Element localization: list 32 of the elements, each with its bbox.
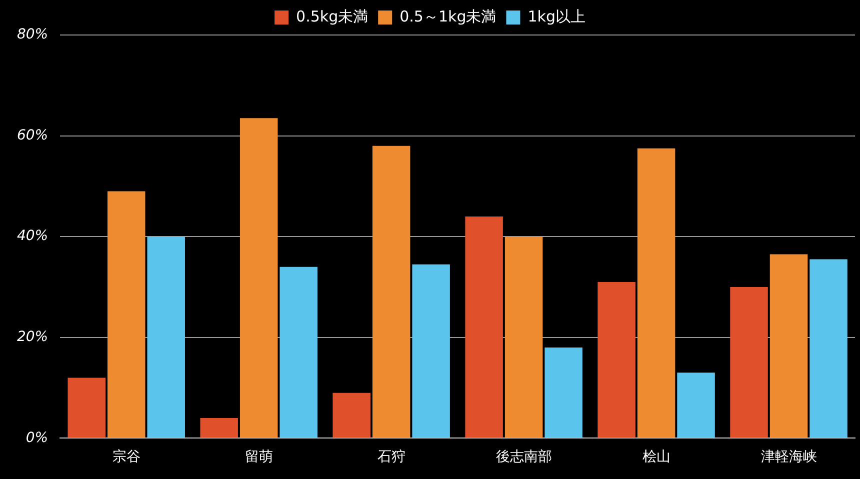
x-tick-label: 後志南部 bbox=[496, 449, 552, 466]
y-tick-label: 80% bbox=[16, 26, 48, 43]
bar bbox=[544, 347, 582, 438]
x-tick-label: 宗谷 bbox=[112, 449, 140, 466]
x-tick-label: 桧山 bbox=[642, 449, 670, 466]
y-tick-label: 40% bbox=[16, 228, 48, 244]
bar bbox=[372, 146, 410, 438]
bar bbox=[200, 418, 238, 438]
bar bbox=[465, 216, 503, 438]
bar bbox=[412, 264, 450, 438]
y-tick-label: 20% bbox=[16, 329, 48, 346]
legend-label: 0.5～1kg未満 bbox=[400, 7, 496, 26]
bar bbox=[598, 282, 636, 438]
bar bbox=[147, 236, 185, 438]
legend-label: 0.5kg未満 bbox=[296, 7, 368, 26]
bar bbox=[637, 148, 676, 438]
x-tick-label: 石狩 bbox=[377, 449, 406, 466]
bar bbox=[107, 191, 146, 438]
bar bbox=[240, 118, 278, 438]
bar bbox=[730, 287, 768, 438]
bar bbox=[770, 254, 808, 438]
x-tick-label: 津軽海峡 bbox=[760, 449, 817, 466]
bar bbox=[68, 378, 106, 438]
bar bbox=[677, 372, 715, 438]
y-tick-label: 0% bbox=[26, 430, 48, 446]
x-tick-label: 留萌 bbox=[244, 449, 273, 466]
y-tick-label: 60% bbox=[16, 127, 48, 144]
bar bbox=[810, 259, 848, 438]
bar bbox=[280, 266, 318, 438]
legend-label: 1kg以上 bbox=[528, 7, 586, 26]
bar bbox=[504, 236, 543, 438]
bar bbox=[332, 392, 370, 438]
